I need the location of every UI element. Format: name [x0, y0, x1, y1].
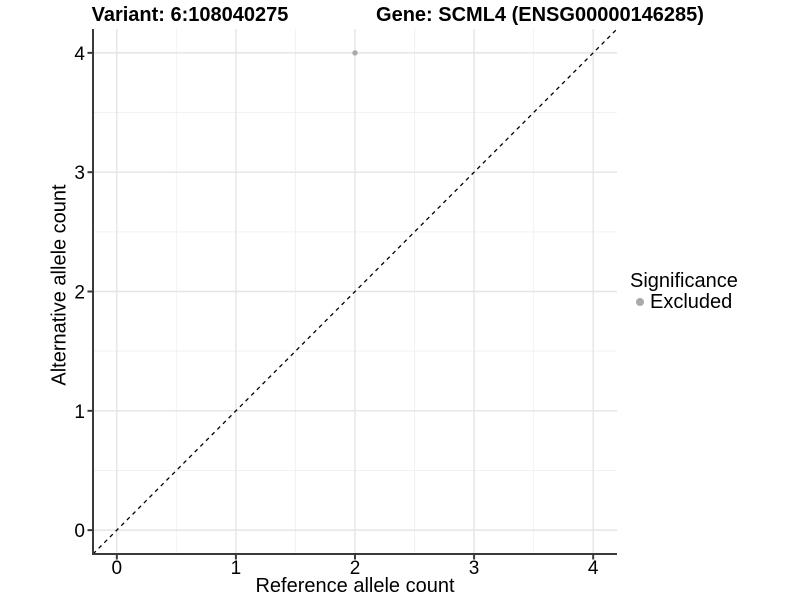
legend-item-excluded: Excluded — [630, 290, 738, 313]
identity-line — [92, 28, 618, 555]
legend-title: Significance — [630, 270, 738, 292]
data-point — [352, 50, 358, 56]
y-tick-label: 4 — [74, 44, 85, 65]
x-tick-label: 2 — [350, 558, 361, 579]
excluded-point-icon — [636, 298, 644, 306]
variant-title: Variant: 6:108040275 — [91, 4, 289, 26]
y-axis-title: Alternative allele count — [48, 184, 71, 386]
gene-title: Gene: SCML4 (ENSG00000146285) — [376, 4, 704, 26]
legend: Significance Excluded — [630, 270, 738, 313]
y-tick-label: 1 — [74, 402, 85, 423]
x-tick-label: 4 — [588, 558, 599, 579]
x-tick-label: 0 — [112, 558, 123, 579]
legend-item-label: Excluded — [650, 290, 733, 313]
y-tick-label: 0 — [74, 521, 85, 542]
x-axis-title: Reference allele count — [255, 575, 455, 597]
x-tick-label: 3 — [469, 558, 480, 579]
y-tick-label: 3 — [74, 163, 85, 184]
x-tick-label: 1 — [231, 558, 242, 579]
y-tick-label: 2 — [74, 283, 85, 304]
